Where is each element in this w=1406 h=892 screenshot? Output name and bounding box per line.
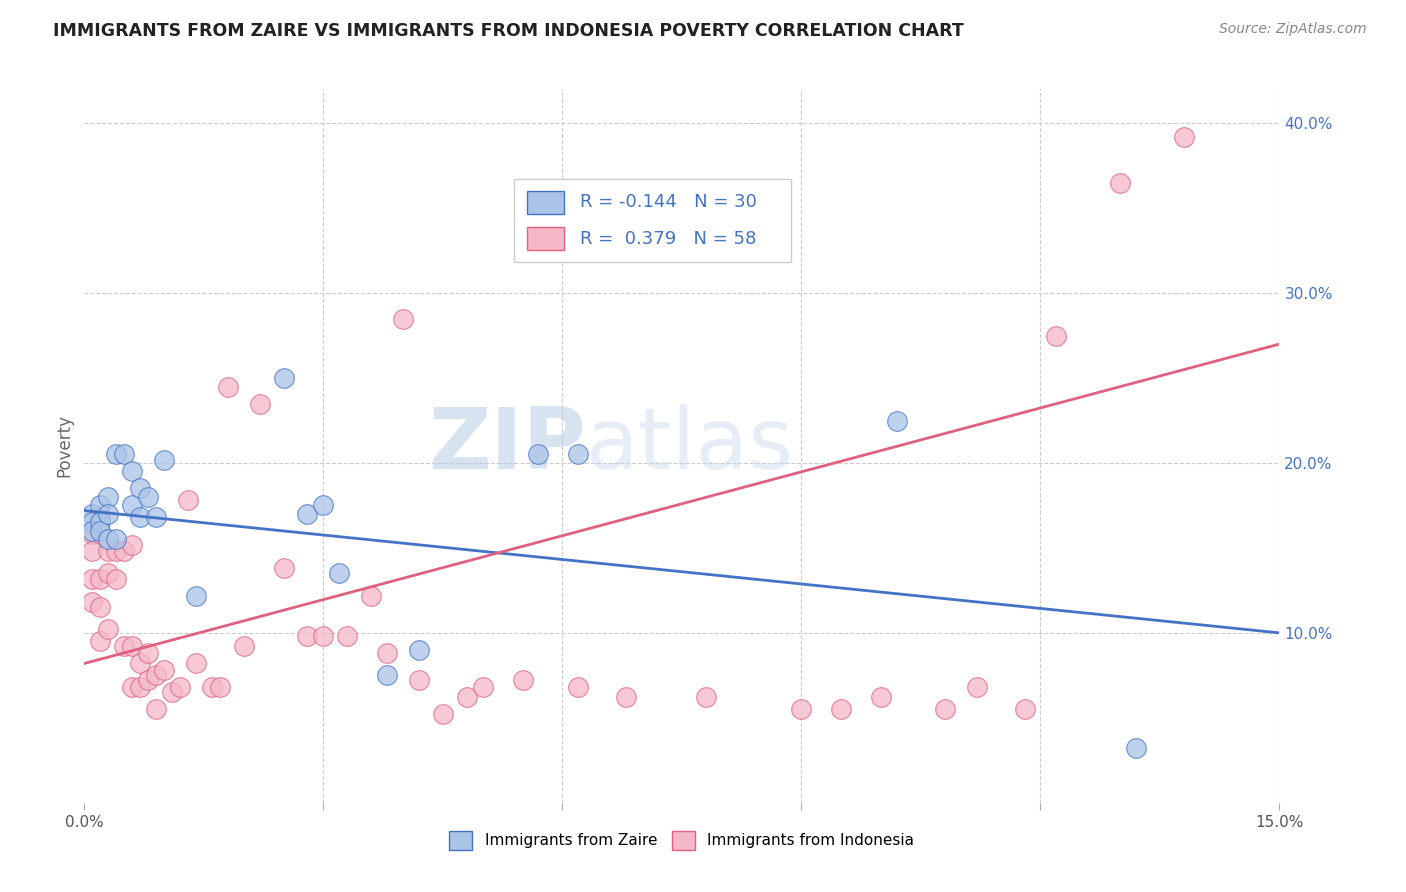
Text: R =  0.379   N = 58: R = 0.379 N = 58	[581, 229, 756, 247]
Point	[184, 589, 207, 603]
Point	[392, 311, 415, 326]
Point	[160, 685, 183, 699]
Point	[201, 680, 224, 694]
Point	[82, 572, 104, 586]
Point	[82, 524, 104, 538]
Y-axis label: Poverty: Poverty	[55, 415, 73, 477]
Point	[129, 657, 152, 671]
Point	[512, 673, 534, 688]
Point	[121, 537, 143, 551]
Point	[121, 680, 143, 694]
Point	[456, 690, 478, 705]
Point	[297, 629, 319, 643]
Point	[966, 680, 988, 694]
Point	[1173, 129, 1195, 144]
Point	[328, 566, 350, 581]
Point	[614, 690, 637, 705]
Point	[89, 634, 111, 648]
Point	[273, 561, 295, 575]
Point	[121, 465, 143, 479]
Point	[136, 673, 159, 688]
Point	[105, 448, 128, 462]
Point	[830, 702, 852, 716]
Point	[136, 646, 159, 660]
Point	[112, 448, 135, 462]
Point	[375, 668, 398, 682]
Point	[527, 448, 550, 462]
Text: IMMIGRANTS FROM ZAIRE VS IMMIGRANTS FROM INDONESIA POVERTY CORRELATION CHART: IMMIGRANTS FROM ZAIRE VS IMMIGRANTS FROM…	[53, 22, 965, 40]
Point	[273, 371, 295, 385]
Point	[217, 379, 239, 393]
Point	[97, 566, 120, 581]
Point	[89, 510, 111, 524]
Legend: Immigrants from Zaire, Immigrants from Indonesia: Immigrants from Zaire, Immigrants from I…	[443, 825, 921, 855]
Point	[121, 499, 143, 513]
Point	[1109, 176, 1132, 190]
Point	[129, 482, 152, 496]
Point	[471, 680, 494, 694]
Point	[97, 533, 120, 547]
Point	[567, 448, 589, 462]
Point	[886, 413, 908, 427]
Point	[934, 702, 956, 716]
Point	[169, 680, 191, 694]
Point	[297, 507, 319, 521]
Point	[97, 623, 120, 637]
Text: Source: ZipAtlas.com: Source: ZipAtlas.com	[1219, 22, 1367, 37]
Point	[312, 629, 335, 643]
Point	[375, 646, 398, 660]
Point	[695, 690, 717, 705]
Point	[112, 640, 135, 654]
Point	[432, 707, 454, 722]
Point	[89, 600, 111, 615]
Point	[82, 507, 104, 521]
Point	[249, 396, 271, 410]
Point	[1125, 741, 1147, 756]
Point	[177, 493, 200, 508]
Point	[105, 533, 128, 547]
Point	[145, 668, 167, 682]
Point	[145, 702, 167, 716]
Point	[360, 589, 382, 603]
Point	[136, 490, 159, 504]
Point	[145, 510, 167, 524]
Point	[129, 510, 152, 524]
Point	[129, 680, 152, 694]
Point	[184, 657, 207, 671]
Point	[97, 544, 120, 558]
Point	[82, 595, 104, 609]
Point	[408, 643, 430, 657]
Point	[336, 629, 359, 643]
Point	[153, 663, 176, 677]
Text: ZIP: ZIP	[429, 404, 586, 488]
Point	[82, 527, 104, 541]
Point	[97, 490, 120, 504]
Point	[790, 702, 813, 716]
Point	[1045, 328, 1067, 343]
Point	[567, 680, 589, 694]
Point	[408, 673, 430, 688]
Text: atlas: atlas	[586, 404, 794, 488]
Point	[89, 499, 111, 513]
Point	[1014, 702, 1036, 716]
Point	[89, 516, 111, 530]
Point	[105, 544, 128, 558]
Point	[89, 524, 111, 538]
Point	[153, 452, 176, 467]
Point	[312, 499, 335, 513]
Point	[870, 690, 893, 705]
Text: R = -0.144   N = 30: R = -0.144 N = 30	[581, 194, 756, 211]
Point	[82, 516, 104, 530]
Point	[89, 572, 111, 586]
Point	[97, 507, 120, 521]
Point	[232, 640, 254, 654]
Point	[105, 572, 128, 586]
Point	[208, 680, 231, 694]
Point	[82, 544, 104, 558]
Point	[112, 544, 135, 558]
Point	[121, 640, 143, 654]
